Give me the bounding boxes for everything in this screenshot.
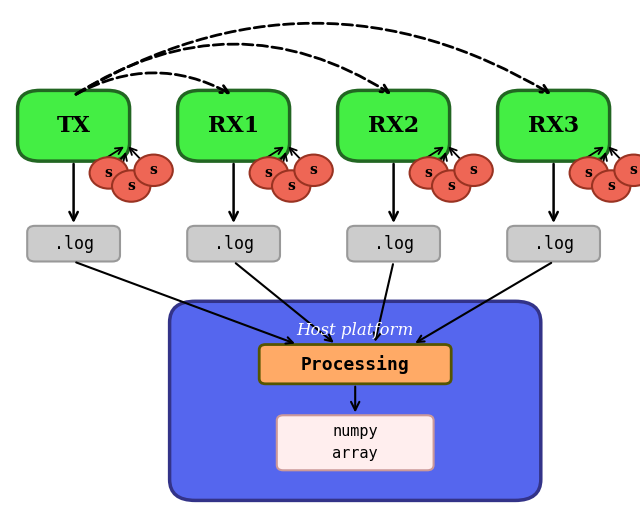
Text: .log: .log [534,235,573,253]
Text: s: s [470,163,477,177]
Text: RX2: RX2 [368,115,419,137]
Circle shape [432,170,470,202]
Text: .log: .log [374,235,413,253]
Text: RX3: RX3 [528,115,579,137]
Circle shape [614,155,640,186]
Text: TX: TX [56,115,91,137]
FancyBboxPatch shape [187,226,280,261]
Text: .log: .log [214,235,253,253]
FancyBboxPatch shape [507,226,600,261]
Text: s: s [425,166,433,180]
Text: s: s [105,166,113,180]
Text: numpy
array: numpy array [332,424,378,461]
Circle shape [272,170,310,202]
Text: .log: .log [54,235,93,253]
Text: s: s [150,163,157,177]
Text: s: s [127,179,135,193]
FancyBboxPatch shape [170,301,541,500]
FancyBboxPatch shape [259,345,451,384]
Text: s: s [585,166,593,180]
Text: s: s [447,179,455,193]
Text: s: s [287,179,295,193]
Text: s: s [630,163,637,177]
Circle shape [90,157,128,189]
FancyBboxPatch shape [498,90,609,161]
Circle shape [134,155,173,186]
Text: s: s [310,163,317,177]
Text: Host platform: Host platform [296,322,414,339]
FancyBboxPatch shape [18,90,130,161]
Circle shape [250,157,288,189]
Circle shape [592,170,630,202]
Text: Processing: Processing [301,355,410,374]
Circle shape [454,155,493,186]
Text: s: s [607,179,615,193]
FancyBboxPatch shape [28,226,120,261]
FancyBboxPatch shape [338,90,449,161]
Circle shape [570,157,608,189]
FancyBboxPatch shape [277,415,434,471]
Circle shape [112,170,150,202]
Circle shape [410,157,448,189]
FancyBboxPatch shape [177,90,289,161]
Circle shape [294,155,333,186]
Text: s: s [265,166,273,180]
FancyBboxPatch shape [347,226,440,261]
Text: RX1: RX1 [208,115,259,137]
